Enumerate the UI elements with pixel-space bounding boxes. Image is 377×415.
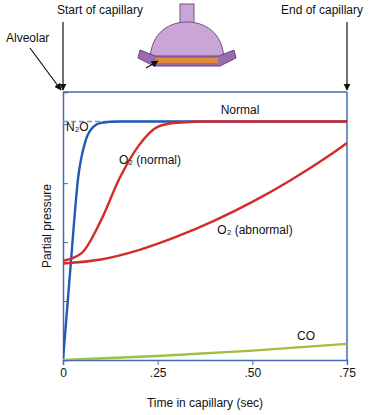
x-tick-label: .75 [339,366,356,380]
x-tick-mark [347,360,348,365]
annotation: Alveolar [6,31,49,45]
x-tick-label: 0 [60,366,67,380]
series-line [63,143,347,264]
series-label: N₂O [66,120,89,134]
x-tick: 0 [60,360,67,380]
y-tick-mark [63,183,68,184]
x-tick-label: .25 [150,366,167,380]
annotation-arrow [30,48,61,90]
capillary-icon [138,4,236,68]
chart: 0 .25 .50 .75 Normal N₂O O₂ (normal) O₂ (abnorm… [0,0,377,415]
frame-right [346,92,348,360]
x-tick: .75 [339,360,356,380]
flow-arrow [146,61,158,68]
x-tick-mark [158,360,159,365]
x-tick-label: .50 [244,366,261,380]
series-label: Normal [221,103,260,117]
series-label: O₂ (abnormal) [217,223,292,237]
x-tick: .25 [150,360,167,380]
y-axis-title: Partial pressure [40,184,54,268]
blood-flow [156,58,218,63]
series-line [63,121,347,360]
series-line [63,344,347,360]
y-tick-mark [63,242,68,243]
annotation-arrow [346,22,347,90]
annotation: End of capillary [281,3,363,17]
y-tick [63,242,68,243]
annotation: Start of capillary [57,3,143,17]
annotation-arrow [62,22,63,90]
series-line [63,121,347,260]
x-tick-mark [252,360,253,365]
lines [63,121,347,360]
x-axis-title: Time in capillary (sec) [147,396,263,410]
y-tick [63,360,68,361]
series-label: O₂ (normal) [119,153,181,167]
y-tick [63,183,68,184]
y-tick-mark [63,360,68,361]
x-axis-line [64,361,348,366]
x-axis: 0 .25 .50 .75 [60,360,356,380]
frame-top [63,91,347,93]
series-label: CO [297,329,315,343]
x-tick: .50 [244,360,261,380]
